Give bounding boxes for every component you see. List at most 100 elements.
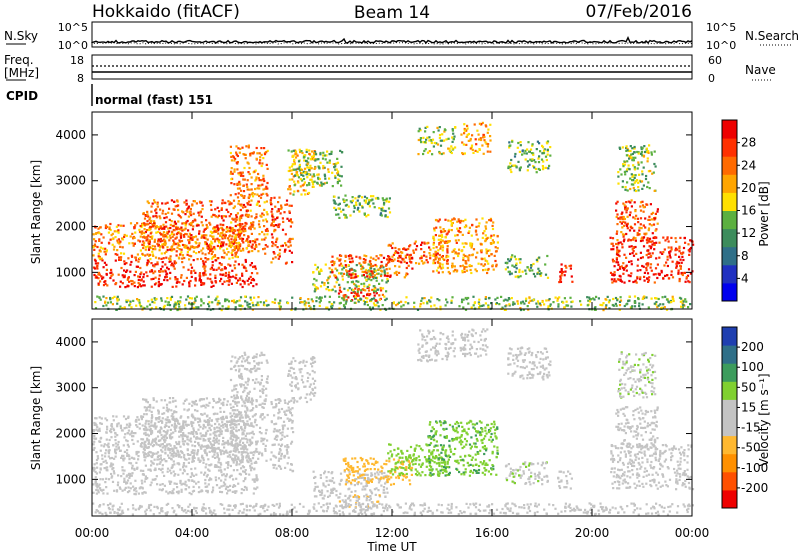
range-cell [171, 262, 174, 265]
range-cell [260, 179, 263, 182]
range-cell [204, 485, 207, 488]
range-cell [280, 206, 283, 209]
range-cell [259, 196, 263, 199]
range-cell [543, 303, 546, 306]
range-cell [174, 261, 178, 264]
range-cell [189, 238, 192, 241]
range-cell [464, 296, 467, 300]
range-cell [421, 297, 424, 300]
range-cell [228, 271, 231, 274]
range-cell [189, 237, 192, 240]
y-tick-label: 1000 [55, 265, 86, 279]
range-cell [477, 262, 480, 265]
range-cell [631, 175, 634, 178]
range-cell [265, 200, 268, 203]
range-cell [355, 255, 358, 258]
range-cell [232, 199, 236, 202]
range-cell [462, 220, 465, 223]
range-cell [539, 150, 542, 153]
range-cell [221, 199, 224, 202]
range-cell [356, 275, 360, 278]
range-cell [158, 270, 161, 273]
range-cell [192, 259, 195, 262]
range-cell [508, 146, 511, 149]
range-cell [654, 267, 658, 270]
range-cell [231, 227, 234, 230]
range-cell [155, 297, 158, 301]
range-cell [330, 268, 334, 271]
range-cell [328, 161, 331, 164]
range-cell [687, 268, 691, 271]
range-cell [344, 254, 347, 257]
range-cell [163, 484, 166, 487]
range-cell [303, 181, 306, 184]
range-cell [525, 272, 528, 275]
range-cell [241, 285, 244, 289]
range-cell [227, 251, 230, 254]
range-cell [378, 294, 381, 297]
range-cell [441, 133, 444, 136]
range-cell [397, 256, 400, 260]
range-cell [415, 245, 419, 248]
range-cell [220, 424, 223, 428]
range-cell [153, 424, 156, 427]
range-cell [628, 295, 631, 298]
range-cell [654, 273, 657, 276]
range-cell [195, 252, 198, 255]
range-cell [615, 280, 618, 283]
range-cell [205, 463, 208, 466]
range-cell [154, 248, 157, 251]
range-cell [194, 467, 197, 470]
range-cell [509, 168, 512, 171]
range-cell [266, 227, 269, 231]
colorbar-tick-label: 12 [741, 226, 756, 240]
range-cell [432, 262, 435, 265]
range-cell [221, 305, 224, 308]
range-cell [193, 200, 196, 203]
range-cell [293, 184, 296, 187]
range-cell [588, 296, 591, 299]
range-cell [255, 176, 258, 179]
range-cell [639, 239, 643, 243]
range-cell [375, 255, 378, 258]
range-cell [641, 170, 644, 173]
range-cell [648, 215, 651, 218]
range-cell [212, 486, 215, 489]
range-cell [456, 227, 459, 230]
range-cell [645, 266, 648, 270]
range-cell [253, 478, 256, 481]
range-cell [146, 259, 149, 262]
range-cell [371, 297, 374, 301]
range-cell [203, 271, 206, 274]
range-cell [622, 235, 625, 238]
range-cell [117, 238, 120, 241]
range-cell [154, 276, 157, 279]
range-cell [191, 458, 194, 461]
range-cell [214, 274, 217, 277]
range-cell [480, 251, 483, 254]
range-cell [349, 254, 352, 257]
range-cell [557, 305, 560, 308]
range-cell [306, 166, 309, 169]
range-cell [141, 486, 144, 489]
range-cell [263, 233, 266, 236]
range-cell [120, 256, 123, 259]
range-cell [173, 463, 176, 466]
range-cell [350, 268, 353, 271]
range-cell [164, 300, 167, 303]
range-cell [167, 268, 170, 271]
range-cell [680, 261, 683, 264]
range-cell [357, 280, 360, 283]
range-cell [104, 282, 107, 285]
range-cell [184, 227, 187, 230]
range-cell [389, 258, 392, 261]
range-cell [204, 471, 207, 474]
range-cell [237, 147, 240, 150]
range-cell [236, 233, 239, 237]
range-cell [374, 258, 377, 262]
range-cell [192, 200, 195, 203]
range-cell [223, 233, 226, 236]
range-cell [187, 229, 190, 232]
range-cell [185, 465, 188, 468]
range-cell [125, 262, 128, 265]
